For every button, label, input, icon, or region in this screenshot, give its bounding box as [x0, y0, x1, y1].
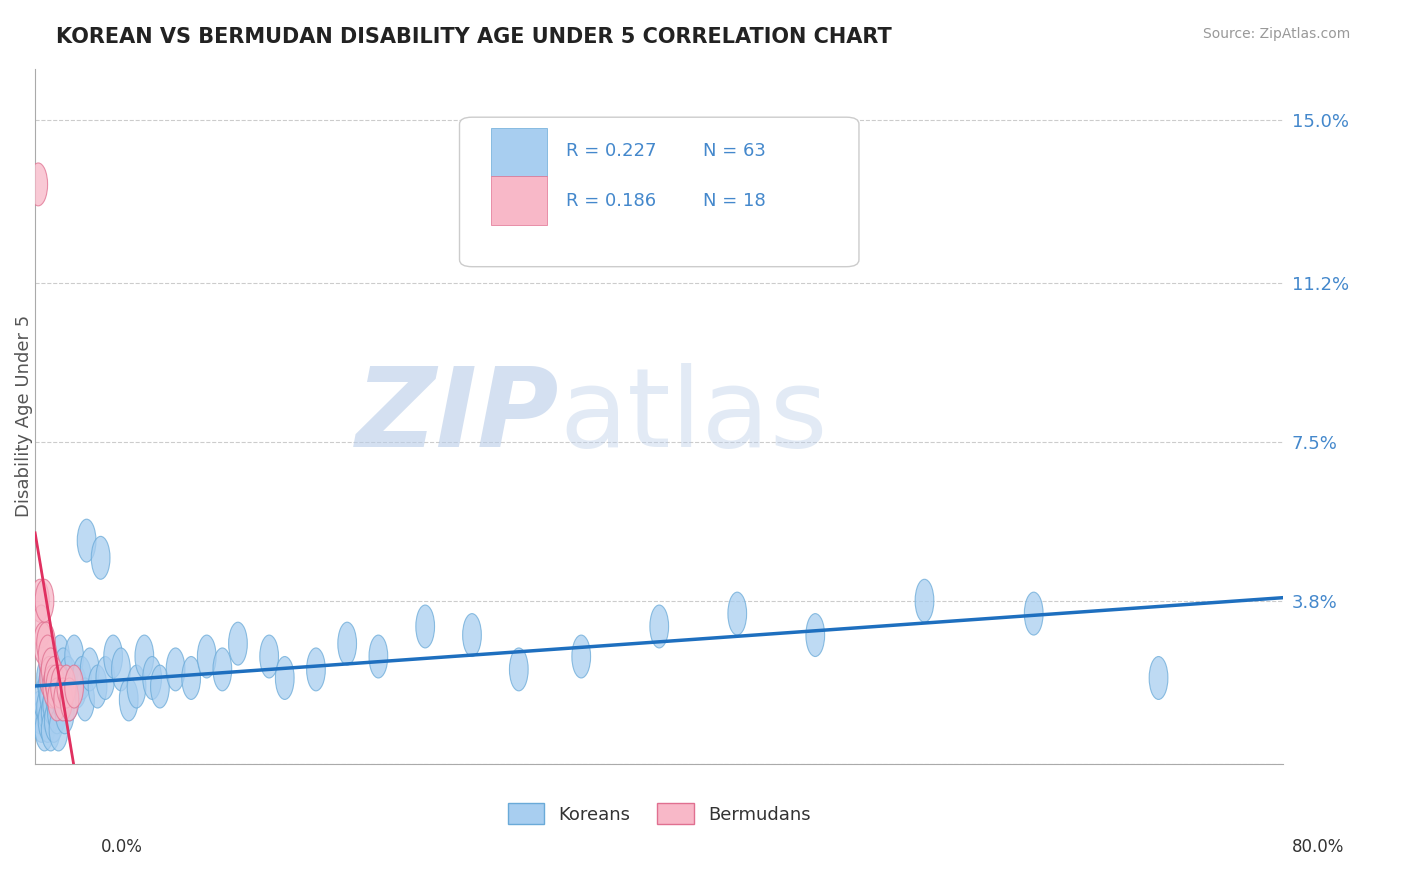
Ellipse shape	[32, 605, 51, 648]
Ellipse shape	[58, 665, 76, 708]
Ellipse shape	[572, 635, 591, 678]
Ellipse shape	[1149, 657, 1168, 699]
Ellipse shape	[44, 665, 62, 708]
Ellipse shape	[60, 678, 79, 721]
Y-axis label: Disability Age Under 5: Disability Age Under 5	[15, 315, 32, 517]
Ellipse shape	[46, 665, 65, 708]
Ellipse shape	[58, 665, 76, 708]
Ellipse shape	[77, 519, 96, 562]
Ellipse shape	[143, 657, 162, 699]
Ellipse shape	[127, 665, 146, 708]
Ellipse shape	[41, 691, 60, 734]
Ellipse shape	[73, 657, 91, 699]
Ellipse shape	[31, 579, 49, 623]
Ellipse shape	[52, 678, 70, 721]
Ellipse shape	[53, 648, 73, 691]
Ellipse shape	[41, 708, 60, 751]
Text: KOREAN VS BERMUDAN DISABILITY AGE UNDER 5 CORRELATION CHART: KOREAN VS BERMUDAN DISABILITY AGE UNDER …	[56, 27, 891, 46]
Ellipse shape	[260, 635, 278, 678]
Ellipse shape	[166, 648, 186, 691]
Ellipse shape	[30, 163, 48, 206]
Ellipse shape	[38, 635, 58, 678]
Ellipse shape	[44, 665, 62, 708]
Ellipse shape	[89, 665, 107, 708]
Text: 80.0%: 80.0%	[1292, 838, 1344, 856]
Ellipse shape	[416, 605, 434, 648]
Ellipse shape	[45, 657, 63, 699]
Text: 0.0%: 0.0%	[101, 838, 143, 856]
Ellipse shape	[44, 682, 62, 725]
Text: R = 0.227: R = 0.227	[565, 142, 657, 160]
Ellipse shape	[37, 623, 55, 665]
Ellipse shape	[51, 665, 69, 708]
Text: N = 63: N = 63	[703, 142, 766, 160]
Ellipse shape	[49, 665, 67, 708]
Ellipse shape	[41, 648, 60, 691]
Ellipse shape	[229, 623, 247, 665]
Ellipse shape	[915, 579, 934, 623]
Ellipse shape	[53, 678, 73, 721]
Ellipse shape	[38, 699, 58, 742]
Ellipse shape	[197, 635, 217, 678]
Ellipse shape	[31, 691, 49, 734]
Ellipse shape	[212, 648, 232, 691]
Text: atlas: atlas	[560, 363, 828, 470]
Ellipse shape	[96, 657, 115, 699]
Ellipse shape	[65, 665, 83, 708]
FancyBboxPatch shape	[491, 128, 547, 177]
Ellipse shape	[39, 657, 59, 699]
Ellipse shape	[111, 648, 131, 691]
Ellipse shape	[60, 678, 79, 721]
Text: ZIP: ZIP	[356, 363, 560, 470]
Ellipse shape	[65, 635, 83, 678]
Ellipse shape	[181, 657, 201, 699]
Ellipse shape	[307, 648, 325, 691]
Text: R = 0.186: R = 0.186	[565, 192, 655, 210]
Ellipse shape	[728, 592, 747, 635]
Ellipse shape	[80, 648, 98, 691]
Ellipse shape	[45, 699, 63, 742]
Ellipse shape	[39, 648, 59, 691]
Ellipse shape	[55, 691, 75, 734]
Ellipse shape	[337, 623, 357, 665]
Ellipse shape	[37, 657, 55, 699]
Ellipse shape	[32, 699, 51, 742]
Ellipse shape	[51, 635, 69, 678]
Ellipse shape	[150, 665, 169, 708]
Ellipse shape	[35, 708, 53, 751]
Ellipse shape	[135, 635, 153, 678]
Ellipse shape	[91, 536, 110, 579]
Ellipse shape	[34, 678, 52, 721]
Ellipse shape	[67, 665, 87, 708]
Ellipse shape	[368, 635, 388, 678]
Ellipse shape	[76, 678, 94, 721]
Ellipse shape	[120, 678, 138, 721]
Ellipse shape	[35, 579, 53, 623]
Ellipse shape	[48, 691, 66, 734]
Ellipse shape	[806, 614, 825, 657]
FancyBboxPatch shape	[491, 177, 547, 225]
Ellipse shape	[509, 648, 529, 691]
Ellipse shape	[39, 673, 59, 716]
Ellipse shape	[104, 635, 122, 678]
Ellipse shape	[276, 657, 294, 699]
Ellipse shape	[46, 678, 65, 721]
Ellipse shape	[49, 708, 67, 751]
Ellipse shape	[1025, 592, 1043, 635]
FancyBboxPatch shape	[460, 117, 859, 267]
Ellipse shape	[650, 605, 669, 648]
Text: N = 18: N = 18	[703, 192, 766, 210]
Text: Source: ZipAtlas.com: Source: ZipAtlas.com	[1202, 27, 1350, 41]
Legend: Koreans, Bermudans: Koreans, Bermudans	[508, 804, 811, 824]
Ellipse shape	[38, 665, 58, 708]
Ellipse shape	[37, 687, 55, 730]
Ellipse shape	[59, 657, 77, 699]
Ellipse shape	[45, 657, 63, 699]
Ellipse shape	[34, 623, 52, 665]
Ellipse shape	[463, 614, 481, 657]
Ellipse shape	[48, 678, 66, 721]
